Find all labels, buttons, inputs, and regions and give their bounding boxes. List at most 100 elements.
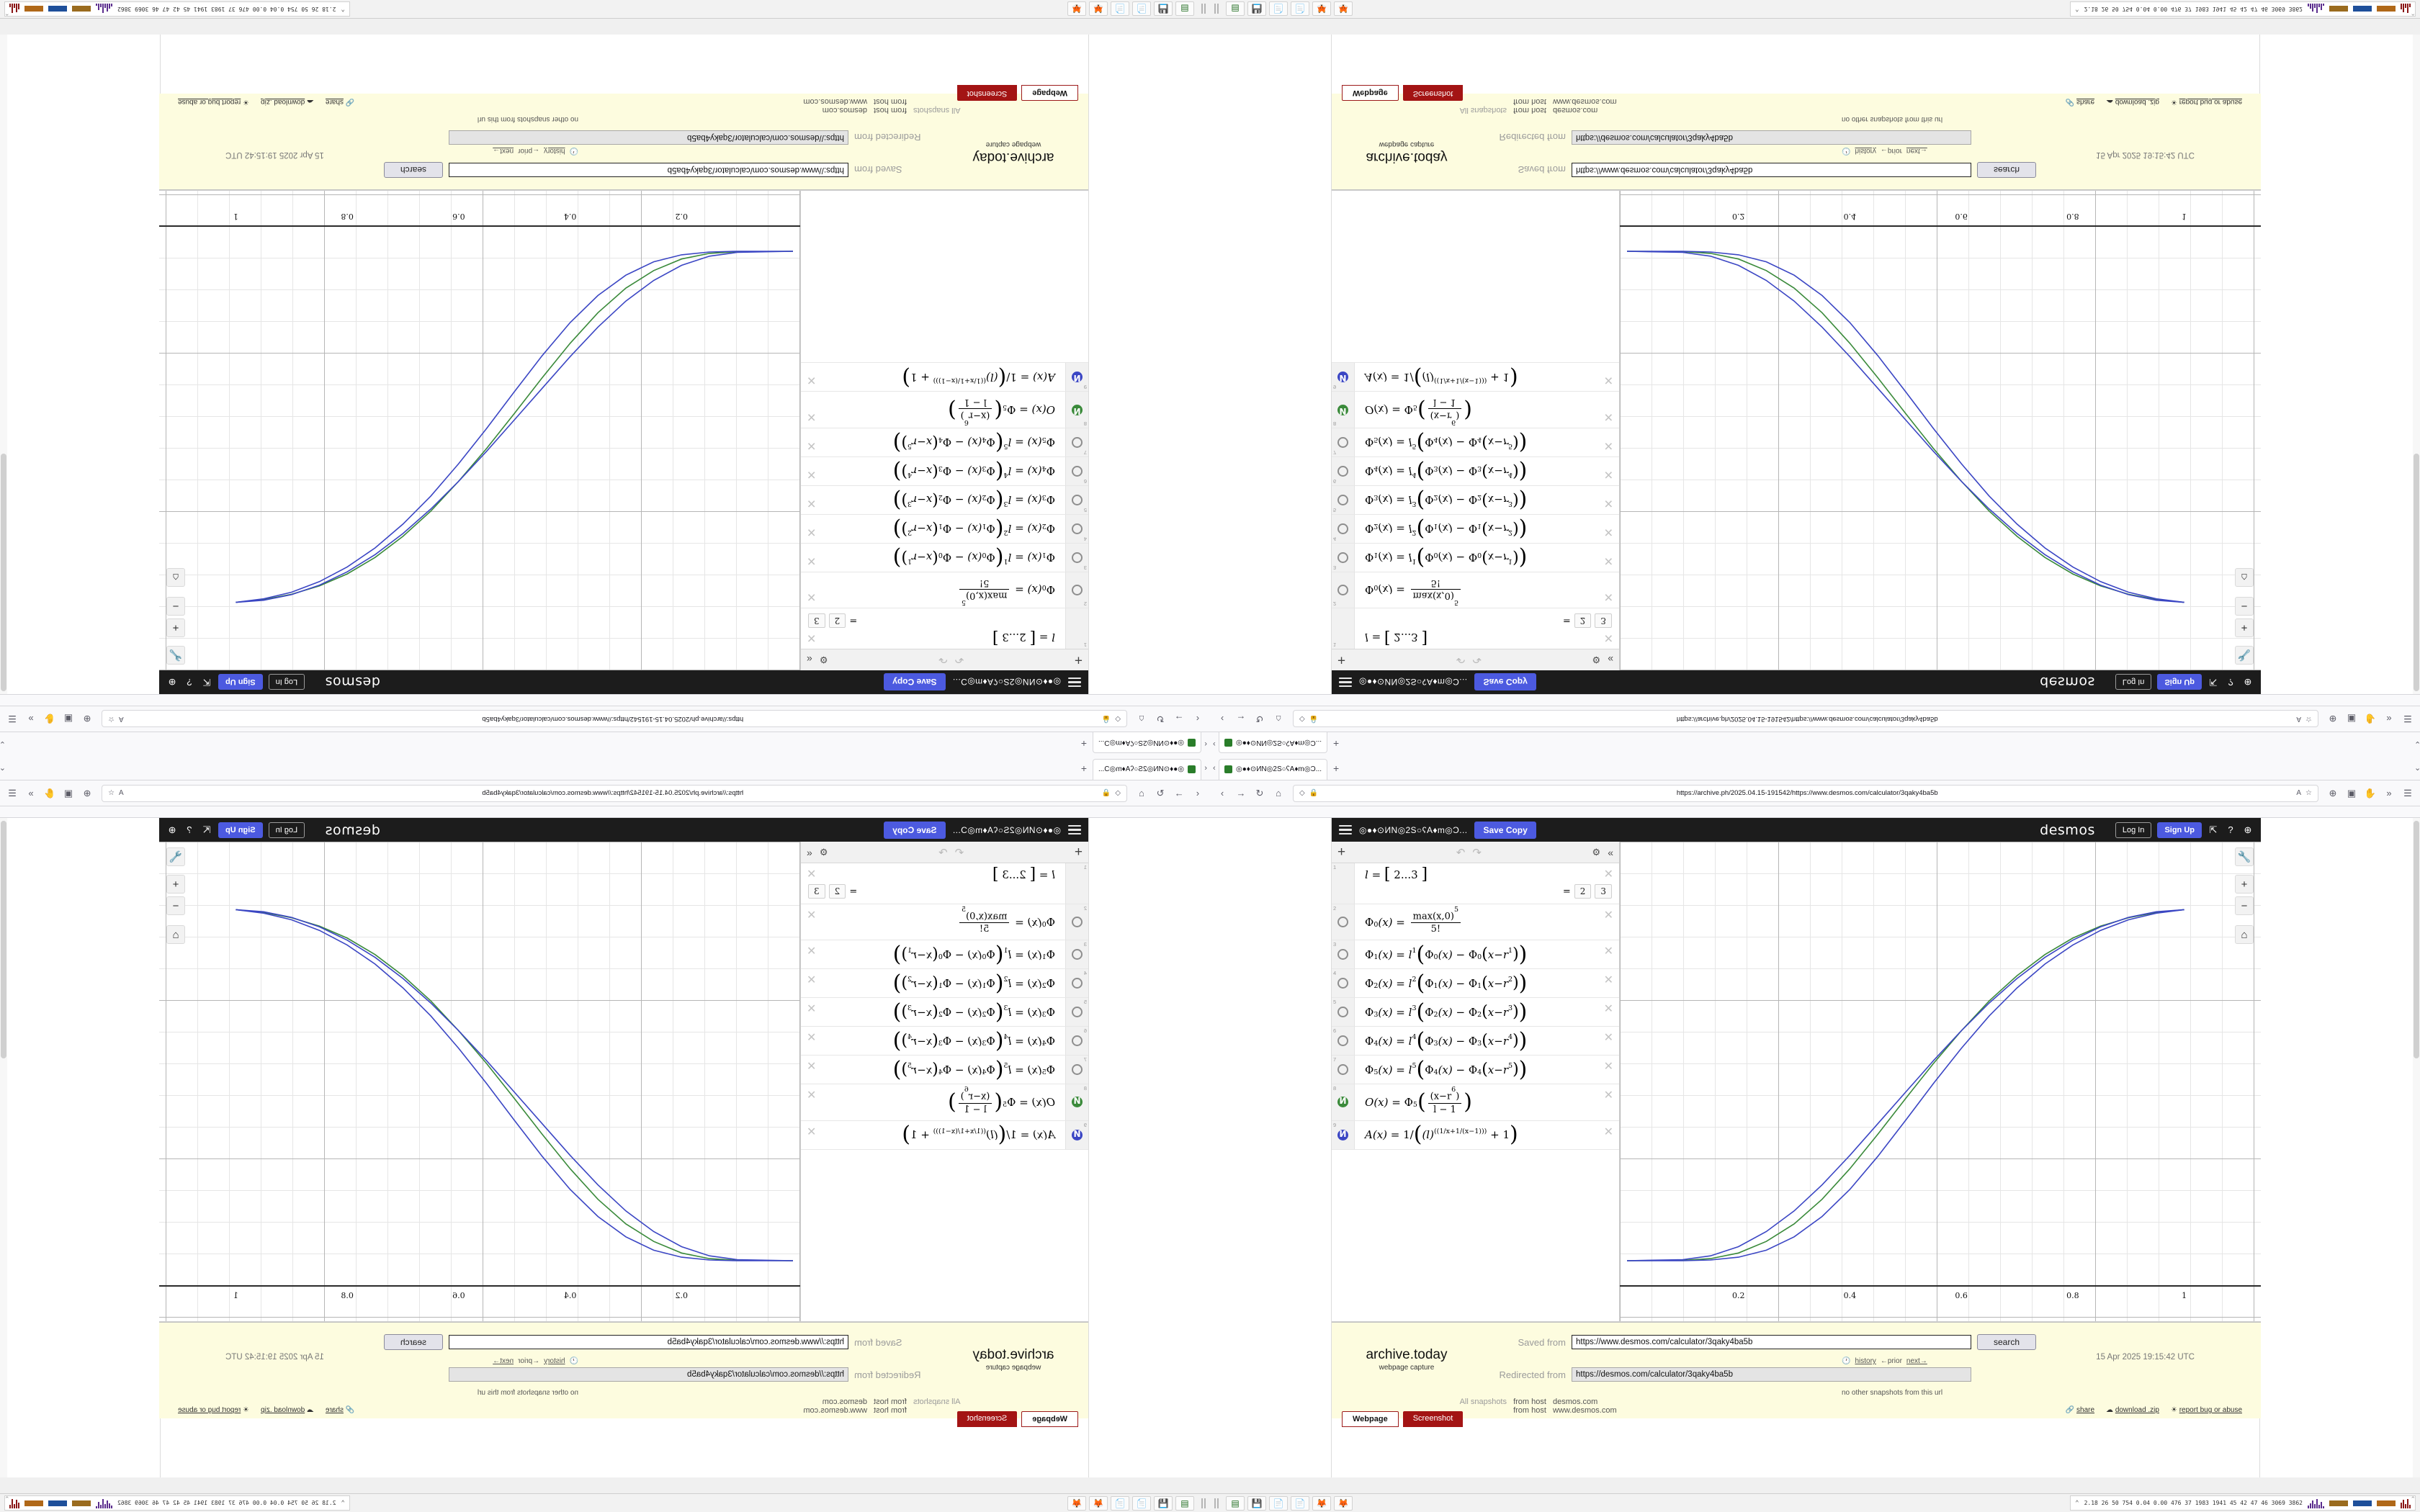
- expression-row[interactable]: 9 A(x) = 1/((l)((1/x+1/(x−1))) + 1) ✕: [1332, 1120, 1619, 1150]
- expression-row[interactable]: 1 l = [ 2...3 ] = 2 3 ✕: [1332, 863, 1619, 904]
- host-value-1[interactable]: www.desmos.com: [1552, 97, 1617, 106]
- prior-link[interactable]: ←prior: [518, 147, 540, 155]
- delete-expression-icon[interactable]: ✕: [1603, 590, 1613, 603]
- expression-math[interactable]: O (x) = Φ 5((x−r6) l − 1): [947, 1086, 1055, 1115]
- save-copy-button[interactable]: Save Copy: [884, 821, 946, 839]
- taskbar-item-firefox-icon[interactable]: 🦊: [1312, 1495, 1331, 1511]
- shield-icon[interactable]: ◇: [1115, 789, 1121, 797]
- expression-toggle[interactable]: [1072, 552, 1083, 563]
- expression-row[interactable]: 9 A(x) = 1/((l)((1/x+1/(x−1))) + 1) ✕: [801, 1120, 1088, 1150]
- language-icon[interactable]: ⊕: [2244, 824, 2252, 835]
- container-icon[interactable]: ▣: [63, 787, 73, 798]
- delete-expression-icon[interactable]: ✕: [807, 1125, 817, 1138]
- expression-math[interactable]: l = [ 2...3 ] = 2 3: [1355, 863, 1619, 904]
- zoom-out-button[interactable]: −: [166, 597, 185, 616]
- expression-toggle[interactable]: [1337, 1064, 1348, 1076]
- expression-math[interactable]: l = [ 2...3 ] = 2 3: [1355, 608, 1619, 649]
- taskbar-item-terminal-icon[interactable]: ▤: [1175, 1495, 1194, 1511]
- reload-icon[interactable]: ↻: [1156, 787, 1165, 798]
- expression-toggle[interactable]: [1072, 949, 1083, 960]
- history-link[interactable]: history: [1855, 1357, 1876, 1365]
- expression-toggle[interactable]: [1072, 1035, 1083, 1047]
- expression-math[interactable]: Φ 4 (x) = l 4(Φ 3 (x) − Φ 3(x − r 4)): [892, 1027, 1055, 1053]
- taskbar-item-firefox-icon[interactable]: 🦊: [1089, 1495, 1108, 1511]
- page-scrollbar[interactable]: [0, 818, 7, 1477]
- log-in-button[interactable]: Log In: [2115, 674, 2152, 690]
- host-value-1[interactable]: www.desmos.com: [803, 97, 868, 106]
- zoom-in-button[interactable]: +: [2235, 875, 2254, 894]
- address-bar[interactable]: ◇ 🔒 https://archive.ph/2025.04.15-191542…: [102, 784, 1127, 802]
- download-zip-link[interactable]: ☁ download .zip: [2106, 98, 2159, 106]
- delete-expression-icon[interactable]: ✕: [807, 1003, 817, 1016]
- expression-row[interactable]: 7 Φ 5 (x) = l 5(Φ 4 (x) − Φ 4(x − r 5)) ✕: [1332, 427, 1619, 456]
- expression-math[interactable]: Φ 3 (x) = l 3(Φ 2 (x) − Φ 2(x − r 3)): [892, 487, 1055, 513]
- download-zip-link[interactable]: ☁ download .zip: [2106, 1406, 2159, 1414]
- tray-expand-icon[interactable]: ⌃: [4, 9, 10, 17]
- search-button[interactable]: search: [383, 1334, 443, 1350]
- taskbar-item-notepad-icon-2[interactable]: 📄: [1291, 1495, 1309, 1511]
- add-expression-button[interactable]: +: [1337, 652, 1346, 667]
- report-bug-link[interactable]: ☀ report bug or abuse: [2170, 1406, 2242, 1414]
- next-link[interactable]: next→: [1906, 1357, 1927, 1365]
- report-bug-link[interactable]: ☀ report bug or abuse: [2170, 98, 2242, 106]
- delete-expression-icon[interactable]: ✕: [1603, 868, 1613, 881]
- scrollbar-thumb[interactable]: [1, 454, 6, 691]
- new-tab-button[interactable]: +: [1333, 762, 1340, 774]
- expression-toggle[interactable]: [1337, 494, 1348, 505]
- delete-expression-icon[interactable]: ✕: [807, 438, 817, 451]
- delete-expression-icon[interactable]: ✕: [1603, 1061, 1613, 1074]
- delete-expression-icon[interactable]: ✕: [1603, 1089, 1613, 1102]
- search-button[interactable]: search: [383, 162, 443, 178]
- expression-math[interactable]: A (x) = 1/((l) ((1/x+1/(x−1))) + 1): [902, 1122, 1055, 1148]
- globe-icon[interactable]: ⊕: [83, 714, 91, 725]
- expression-row[interactable]: 5 Φ 3 (x) = l 3(Φ 2 (x) − Φ 2(x − r 3)) ✕: [1332, 998, 1619, 1027]
- expression-toggle[interactable]: [1337, 584, 1348, 595]
- taskbar-item-notepad-icon-2[interactable]: 📄: [1111, 1495, 1129, 1511]
- expression-toggle[interactable]: [1072, 465, 1083, 477]
- search-button[interactable]: search: [1977, 162, 2037, 178]
- overflow-chevrons-icon[interactable]: »: [2386, 788, 2392, 798]
- delete-expression-icon[interactable]: ✕: [807, 909, 817, 922]
- delete-expression-icon[interactable]: ✕: [1603, 467, 1613, 480]
- undo-icon[interactable]: ↶: [954, 846, 964, 859]
- save-copy-button[interactable]: Save Copy: [1474, 821, 1536, 839]
- browser-tab[interactable]: ◎●♦⊙ИN◎2S○ʕA♦m◎Ɔ...: [1092, 732, 1201, 754]
- forward-icon[interactable]: →: [1236, 788, 1246, 798]
- shield-icon[interactable]: ◇: [1115, 715, 1121, 723]
- page-scrollbar[interactable]: [0, 35, 7, 694]
- extension-icon[interactable]: ✋: [43, 787, 56, 798]
- expression-toggle[interactable]: [1072, 1064, 1083, 1076]
- expression-toggle[interactable]: [1072, 917, 1083, 928]
- taskbar-item-notepad-icon[interactable]: 📄: [1132, 1, 1151, 17]
- sign-up-button[interactable]: Sign Up: [218, 674, 263, 690]
- share-link[interactable]: 🔗 share: [325, 1406, 355, 1414]
- scrollbar-thumb[interactable]: [1, 821, 6, 1058]
- host-value-0[interactable]: desmos.com: [1552, 1398, 1598, 1406]
- delete-expression-icon[interactable]: ✕: [1603, 438, 1613, 451]
- taskbar-item-firefox-icon-2[interactable]: 🦊: [1067, 1495, 1086, 1511]
- expression-row[interactable]: 2 Φ 0 (x) = max(x,0)5 5! ✕: [1332, 904, 1619, 941]
- graph-canvas[interactable]: 0.2 0.4 0.6 0.8 1 🔧 + − ⌂: [1620, 191, 2261, 670]
- expression-math[interactable]: O (x) = Φ 5((x−r6) l − 1): [1365, 397, 1473, 426]
- reload-icon[interactable]: ↻: [1255, 787, 1264, 798]
- expression-color-swatch[interactable]: [1072, 1129, 1083, 1140]
- host-value-0[interactable]: desmos.com: [822, 106, 868, 114]
- expression-row[interactable]: 3 Φ 1 (x) = l 1(Φ 0 (x) − Φ 0(x − r 1)) ✕: [801, 940, 1088, 970]
- expression-toggle[interactable]: [1337, 978, 1348, 989]
- expression-math[interactable]: Φ 5 (x) = l 5(Φ 4 (x) − Φ 4(x − r 5)): [1365, 430, 1528, 456]
- graph-canvas[interactable]: 0.2 0.4 0.6 0.8 1 🔧 + − ⌂: [1620, 842, 2261, 1321]
- translate-icon[interactable]: A: [118, 789, 124, 797]
- tab-webpage[interactable]: Webpage: [1021, 85, 1078, 101]
- extension-icon[interactable]: ✋: [43, 714, 56, 725]
- collapse-icon[interactable]: «: [1608, 846, 1613, 858]
- taskbar-item-notepad-icon[interactable]: 📄: [1269, 1, 1288, 17]
- expression-math[interactable]: Φ 1 (x) = l 1(Φ 0 (x) − Φ 0(x − r 1)): [1365, 545, 1528, 571]
- expression-math[interactable]: Φ 2 (x) = l 2(Φ 1 (x) − Φ 1(x − r 2)): [1365, 516, 1528, 542]
- expression-row[interactable]: 7 Φ 5 (x) = l 5(Φ 4 (x) − Φ 4(x − r 5)) ✕: [1332, 1056, 1619, 1085]
- browser-tab[interactable]: ◎●♦⊙ИN◎2S○ʕA♦m◎Ɔ...: [1219, 758, 1328, 780]
- address-bar[interactable]: ◇ 🔒 https://archive.ph/2025.04.15-191542…: [1293, 784, 2318, 802]
- expression-math[interactable]: Φ 1 (x) = l 1(Φ 0 (x) − Φ 0(x − r 1)): [892, 545, 1055, 571]
- tab-list-icon[interactable]: ⌄: [0, 738, 6, 751]
- expression-math[interactable]: Φ 3 (x) = l 3(Φ 2 (x) − Φ 2(x − r 3)): [892, 999, 1055, 1025]
- expression-math[interactable]: l = [ 2...3 ] = 2 3: [801, 863, 1065, 904]
